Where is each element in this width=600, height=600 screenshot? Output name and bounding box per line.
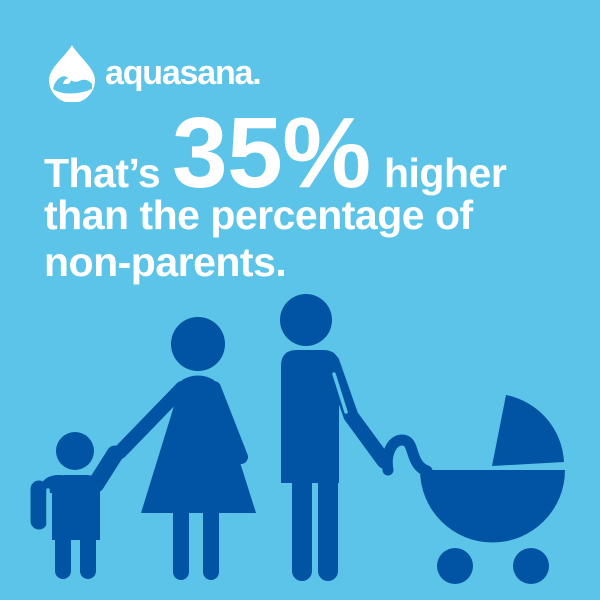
baby-stroller xyxy=(381,395,565,584)
water-drop-icon xyxy=(49,45,95,102)
child-figure xyxy=(30,432,124,579)
stat-value: 35% xyxy=(172,97,371,209)
mother-figure xyxy=(113,317,256,580)
headline-prefix: That’s xyxy=(44,150,161,196)
stroller-wheel-left xyxy=(437,548,473,584)
stroller-handle xyxy=(381,434,433,477)
headline-line2: than the percentage of xyxy=(44,192,473,238)
father-figure xyxy=(280,294,392,581)
headline-suffix: higher xyxy=(384,150,507,196)
logo-wordmark: aquasana. xyxy=(105,54,262,92)
aquasana-logo: aquasana. xyxy=(48,44,262,102)
headline-line3: non-parents. xyxy=(44,239,287,285)
stroller-basket xyxy=(420,470,565,543)
stroller-hood xyxy=(492,395,564,466)
stroller-wheel-right xyxy=(513,548,549,584)
